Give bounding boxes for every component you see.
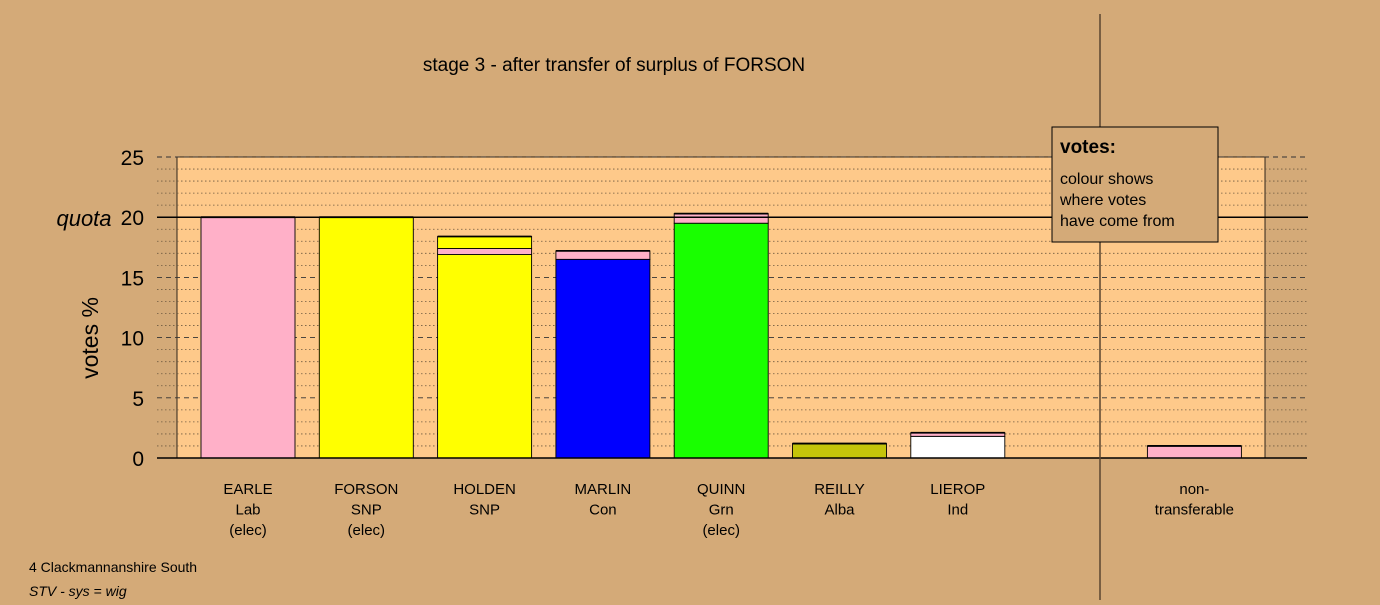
x-tick-label: SNP: [469, 502, 500, 519]
y-tick-label: 10: [121, 328, 144, 351]
y-tick-label: 25: [121, 147, 144, 170]
chart-title: stage 3 - after transfer of surplus of F…: [423, 55, 805, 76]
bar-segment: [1146, 445, 1242, 459]
legend-frame: [1051, 126, 1219, 243]
legend-title: votes:: [1060, 137, 1116, 158]
x-tick-label: (elec): [348, 522, 386, 539]
quota-label: quota: [56, 206, 111, 231]
x-tick-label: MARLIN: [575, 481, 632, 498]
bar-segment: [200, 216, 296, 459]
bar-segment: [437, 248, 533, 255]
x-tick-label: FORSON: [334, 481, 398, 498]
footer-constituency: 4 Clackmannanshire South: [29, 559, 197, 575]
bar-segment: [792, 443, 887, 459]
bar-segment: [673, 213, 769, 224]
y-tick-label: 15: [121, 267, 144, 290]
x-tick-label: SNP: [351, 502, 382, 519]
x-tick-label: (elec): [229, 522, 267, 539]
bar-segment: [555, 258, 651, 459]
bar-segment: [437, 236, 533, 249]
x-tick-label: Lab: [235, 502, 260, 519]
x-tick-label: LIEROP: [930, 481, 985, 498]
x-tick-label: non-: [1179, 481, 1209, 498]
legend-line-3: have come from: [1060, 213, 1175, 230]
bar-segment: [910, 435, 1006, 459]
x-tick-label: REILLY: [814, 481, 865, 498]
bar-segment: [437, 254, 533, 459]
bar-segment: [318, 216, 414, 459]
y-tick-label: 0: [132, 448, 144, 471]
bar-segment: [673, 222, 769, 459]
x-tick-label: transferable: [1155, 502, 1234, 519]
x-tick-label: Ind: [947, 502, 968, 519]
x-tick-label: QUINN: [697, 481, 745, 498]
x-tick-label: Alba: [824, 502, 855, 519]
bars-group: [200, 212, 1242, 459]
x-tick-label: EARLE: [223, 481, 272, 498]
y-tick-label: 20: [121, 207, 144, 230]
x-tick-label: HOLDEN: [453, 481, 516, 498]
y-axis-label: votes %: [77, 297, 103, 379]
x-tick-label: Con: [589, 502, 617, 519]
x-tick-label: Grn: [709, 502, 734, 519]
legend-line-1: colour shows: [1060, 171, 1153, 188]
footer-system: STV - sys = wig: [29, 583, 127, 599]
legend-box: votes: colour shows where votes have com…: [1051, 126, 1219, 243]
x-tick-label: (elec): [702, 522, 740, 539]
x-labels: EARLE Lab (elec) FORSON SNP (elec) HOLDEN SNP MA…: [223, 481, 1234, 539]
y-tick-label: 5: [132, 388, 144, 411]
legend-line-2: where votes: [1059, 192, 1146, 209]
bar-segment: [555, 250, 651, 260]
